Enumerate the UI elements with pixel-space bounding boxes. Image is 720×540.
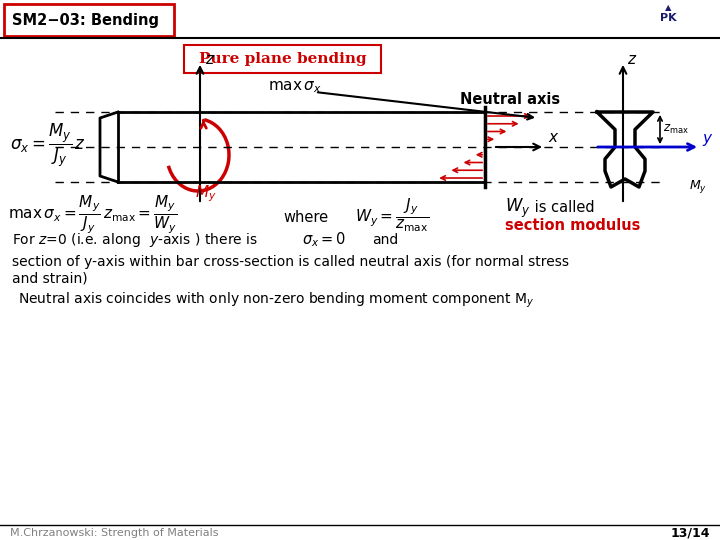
Text: $z_{\rm max}$: $z_{\rm max}$ xyxy=(663,123,689,136)
Text: is called: is called xyxy=(530,200,595,215)
Text: section of y-axis within bar cross-section is called neutral axis (for normal st: section of y-axis within bar cross-secti… xyxy=(12,255,569,269)
Text: $W_y$: $W_y$ xyxy=(505,197,531,220)
Text: section modulus: section modulus xyxy=(505,218,640,233)
Text: and: and xyxy=(372,233,398,247)
Text: z: z xyxy=(627,52,635,68)
Text: $\mathrm{max}\,\sigma_x = \dfrac{M_y}{J_y}\,z_{\rm max} = \dfrac{M_y}{W_y}$: $\mathrm{max}\,\sigma_x = \dfrac{M_y}{J_… xyxy=(8,194,177,236)
Text: M.Chrzanowski: Strength of Materials: M.Chrzanowski: Strength of Materials xyxy=(10,528,218,538)
Text: For $z$=0 (i.e. along  $y$-axis ) there is: For $z$=0 (i.e. along $y$-axis ) there i… xyxy=(12,231,258,249)
Text: PK: PK xyxy=(660,13,676,23)
Text: Neutral axis: Neutral axis xyxy=(460,92,560,107)
FancyBboxPatch shape xyxy=(4,4,174,36)
Text: $\sigma_x = \dfrac{M_y}{J_y}\,z$: $\sigma_x = \dfrac{M_y}{J_y}\,z$ xyxy=(10,122,86,168)
Text: x: x xyxy=(548,130,557,145)
Text: y: y xyxy=(702,131,711,145)
Text: SM2−03: Bending: SM2−03: Bending xyxy=(12,12,159,28)
Text: ▲: ▲ xyxy=(665,3,671,12)
Text: Pure plane bending: Pure plane bending xyxy=(199,52,366,66)
Text: $\mathrm{max}\,\sigma_x$: $\mathrm{max}\,\sigma_x$ xyxy=(268,79,322,95)
Text: where: where xyxy=(283,210,328,225)
Text: $W_y = \dfrac{J_y}{z_{\rm max}}$: $W_y = \dfrac{J_y}{z_{\rm max}}$ xyxy=(355,197,429,234)
Text: z: z xyxy=(205,52,213,68)
Text: Neutral axis coincides with only non-zero bending moment component M$_y$: Neutral axis coincides with only non-zer… xyxy=(18,291,534,309)
Text: $M_y$: $M_y$ xyxy=(689,179,707,195)
Text: $M_y$: $M_y$ xyxy=(195,184,217,204)
Text: 13/14: 13/14 xyxy=(670,526,710,539)
FancyBboxPatch shape xyxy=(184,45,381,73)
Text: and strain): and strain) xyxy=(12,271,88,285)
Text: $\sigma_x = 0$: $\sigma_x = 0$ xyxy=(302,231,346,249)
